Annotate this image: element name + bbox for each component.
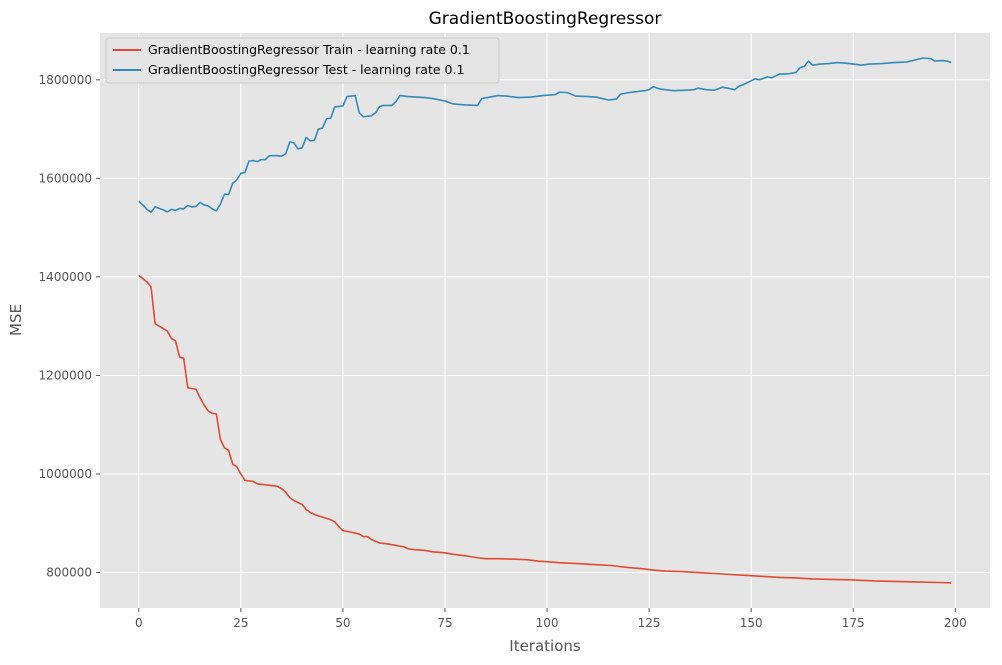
series-line-0 (138, 274, 952, 584)
series-lines (138, 57, 952, 584)
legend-label-test: GradientBoostingRegressor Test - learnin… (148, 62, 464, 77)
chart-title: GradientBoostingRegressor (429, 9, 662, 29)
y-tick-label-4: 1600000 (39, 171, 92, 185)
y-axis-label: MSE (7, 304, 25, 336)
grid (100, 33, 990, 608)
x-tick-label-7: 175 (842, 616, 865, 630)
x-tick-label-2: 50 (335, 616, 350, 630)
plot-area (100, 33, 990, 608)
x-tick-label-1: 25 (233, 616, 248, 630)
x-tick-label-6: 150 (740, 616, 763, 630)
x-tick-label-5: 125 (638, 616, 661, 630)
series-line-1 (138, 57, 952, 214)
y-tick-label-1: 1000000 (39, 467, 92, 481)
x-tick-label-8: 200 (944, 616, 967, 630)
legend-box (105, 37, 500, 84)
x-tick-label-3: 75 (437, 616, 452, 630)
y-tick-labels: 800000 1000000 1200000 1400000 1600000 180000… (39, 73, 100, 580)
y-tick-label-0: 800000 (46, 566, 92, 580)
x-tick-label-0: 0 (135, 616, 143, 630)
y-tick-label-3: 1400000 (39, 270, 92, 284)
y-tick-label-5: 1800000 (39, 73, 92, 87)
x-tick-labels: 0 25 50 75 100 125 150 175 200 (135, 608, 967, 630)
x-axis-label: Iterations (509, 637, 581, 655)
x-tick-label-4: 100 (536, 616, 559, 630)
legend: GradientBoostingRegressor Train - learni… (105, 37, 500, 84)
legend-label-train: GradientBoostingRegressor Train - learni… (148, 42, 470, 57)
y-tick-label-2: 1200000 (39, 368, 92, 382)
